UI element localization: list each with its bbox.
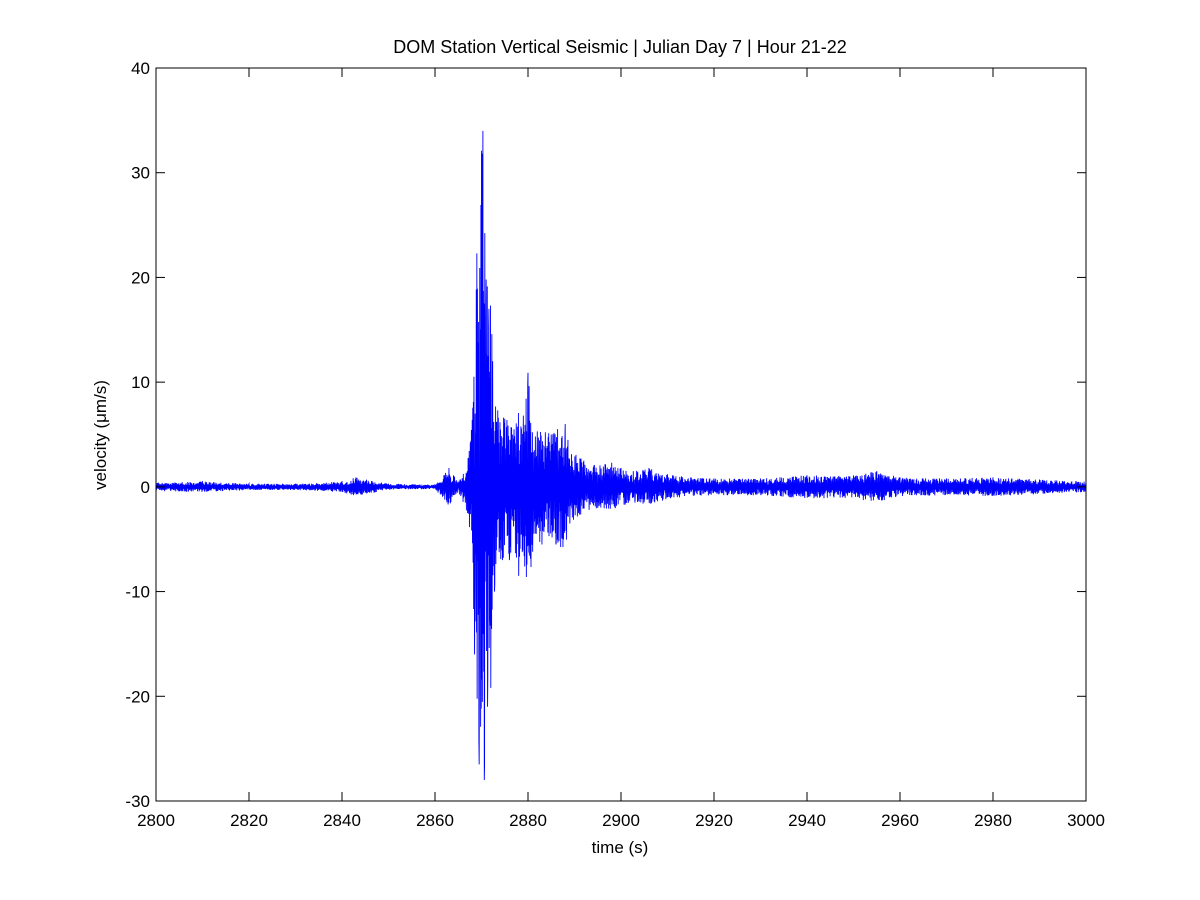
axes-frame <box>155 67 1087 802</box>
x-axis-ticks: 2800 2820 2840 2860 2880 2900 2920 2940 2960 2980… <box>137 68 1105 830</box>
y-tick-label: -10 <box>125 583 150 602</box>
y-tick-label: -20 <box>125 687 150 706</box>
y-tick-label: 40 <box>131 59 150 78</box>
x-axis-label: time (s) <box>592 838 649 857</box>
y-axis-ticks: -30 -20 -10 0 10 20 30 40 <box>125 59 1086 811</box>
y-tick-label: 30 <box>131 164 150 183</box>
y-tick-label: -30 <box>125 792 150 811</box>
x-tick-label: 2860 <box>416 811 454 830</box>
series-line <box>155 130 1087 781</box>
chart-title: DOM Station Vertical Seismic | Julian Da… <box>393 37 847 57</box>
x-tick-label: 2820 <box>230 811 268 830</box>
y-tick-label: 20 <box>131 268 150 287</box>
x-tick-label: 2920 <box>695 811 733 830</box>
x-tick-label: 2880 <box>509 811 547 830</box>
x-tick-label: 2960 <box>881 811 919 830</box>
x-tick-label: 2980 <box>974 811 1012 830</box>
y-tick-label: 10 <box>131 373 150 392</box>
y-tick-label: 0 <box>141 478 150 497</box>
x-tick-label: 3000 <box>1067 811 1105 830</box>
x-tick-label: 2940 <box>788 811 826 830</box>
x-tick-label: 2800 <box>137 811 175 830</box>
data-layer <box>155 130 1087 781</box>
y-axis-label: velocity (μm/s) <box>91 380 110 490</box>
x-tick-label: 2840 <box>323 811 361 830</box>
x-tick-label: 2900 <box>602 811 640 830</box>
